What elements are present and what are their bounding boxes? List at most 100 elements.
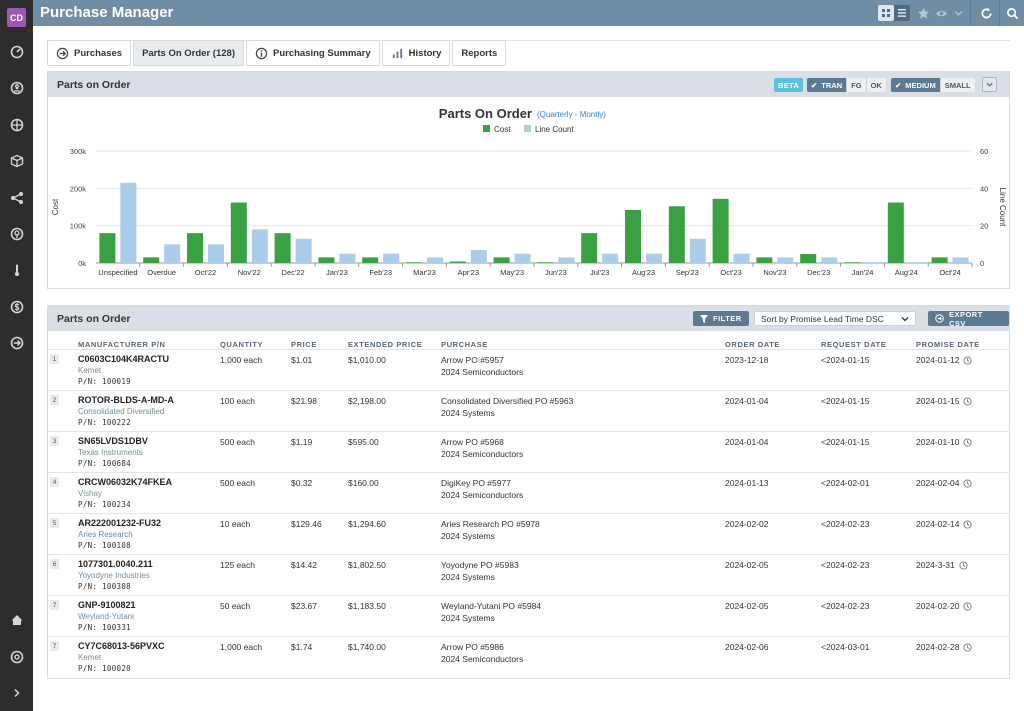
- avatar[interactable]: CD: [7, 8, 26, 27]
- eye-icon[interactable]: [933, 4, 949, 22]
- manufacturer-name: Kemet: [78, 366, 102, 375]
- bar-cost: [230, 202, 247, 263]
- search-icon[interactable]: [1003, 4, 1021, 22]
- manufacturer-pn[interactable]: GNP-9100821: [78, 600, 136, 610]
- column-header[interactable]: EXTENDED PRICE: [348, 340, 423, 349]
- price: $1.74: [291, 642, 313, 652]
- column-header[interactable]: MANUFACTURER P/N: [78, 340, 166, 349]
- manufacturer-pn[interactable]: AR222001232-FU32: [78, 518, 162, 528]
- filter-medium[interactable]: MEDIUM: [905, 78, 940, 92]
- filter-fg[interactable]: FG: [846, 78, 866, 92]
- table-row[interactable]: 1 C0603C104K4RACTU Kemet P/N: 100019 1,000 e…: [48, 349, 1009, 390]
- cube-icon[interactable]: [0, 149, 33, 173]
- manufacturer-name: Vishay: [78, 489, 102, 498]
- tab-purchasing-summary[interactable]: Purchasing Summary: [245, 40, 380, 66]
- thermometer-icon[interactable]: [0, 258, 33, 282]
- table-row[interactable]: 2 ROTOR-BLDS-A-MD-A Consolidated Diversifi…: [48, 390, 1009, 431]
- row-index: 7: [50, 600, 59, 610]
- purchase-order-link[interactable]: Consolidated Diversified PO #5963: [441, 396, 574, 406]
- x-tick-label: Feb'23: [369, 268, 392, 277]
- export-csv-button[interactable]: EXPORT CSV: [928, 310, 1009, 328]
- table-row[interactable]: 7 GNP-9100821 Weyland-Yutani P/N: 100331 50 …: [48, 595, 1009, 636]
- bar-cost: [844, 262, 860, 263]
- tab-parts-on-order[interactable]: Parts On Order (128): [133, 40, 244, 66]
- settings-icon[interactable]: [0, 645, 33, 669]
- promise-date[interactable]: 2024-02-28: [916, 642, 973, 652]
- promise-date[interactable]: 2024-01-12: [916, 355, 973, 365]
- left-nav-rail: CD: [0, 0, 33, 711]
- purchase-order-link[interactable]: DigiKey PO #5977: [441, 478, 511, 488]
- bar-line-count: [295, 238, 312, 263]
- filter-label: FILTER: [713, 314, 742, 323]
- refresh-icon[interactable]: [977, 4, 995, 22]
- chevron-down-icon[interactable]: [951, 4, 965, 22]
- column-header[interactable]: ORDER DATE: [725, 340, 781, 349]
- location-icon[interactable]: [0, 222, 33, 246]
- column-header[interactable]: REQUEST DATE: [821, 340, 887, 349]
- share-icon[interactable]: [0, 186, 33, 210]
- table-row[interactable]: 6 1077301.0040.211 Yoyodyne Industries P/N:…: [48, 554, 1009, 595]
- manufacturer-pn[interactable]: 1077301.0040.211: [78, 559, 153, 569]
- purchase-order-link[interactable]: Aries Research PO #5978: [441, 519, 540, 529]
- manufacturer-name: Kemet: [78, 653, 102, 662]
- app-header: Purchase Manager: [33, 0, 1024, 26]
- sort-select[interactable]: Sort by Promise Lead Time DSC: [754, 311, 916, 326]
- manufacturer-pn[interactable]: CY7C68013-56PVXC: [78, 641, 165, 651]
- purchase-order-link[interactable]: Arrow PO #5968: [441, 437, 504, 447]
- part-number: P/N: 100222: [78, 418, 131, 427]
- manufacturer-pn[interactable]: SN65LVDS1DBV: [78, 436, 148, 446]
- filter-tran[interactable]: TRAN: [821, 78, 847, 92]
- column-header[interactable]: PRICE: [291, 340, 317, 349]
- type-filter-group[interactable]: ✔ TRAN FG OK: [807, 78, 886, 92]
- purchase-order-link[interactable]: Weyland-Yutani PO #5984: [441, 601, 542, 611]
- purchase-order-link[interactable]: Arrow PO #5957: [441, 355, 504, 365]
- x-tick-label: Jan'23: [326, 268, 348, 277]
- tab-history[interactable]: History: [381, 40, 451, 66]
- manufacturer-pn[interactable]: CRCW06032K74FKEA: [78, 477, 173, 487]
- column-header[interactable]: PURCHASE: [441, 340, 488, 349]
- promise-date[interactable]: 2024-02-20: [916, 601, 973, 611]
- column-header[interactable]: QUANTITY: [220, 340, 264, 349]
- list-view-icon[interactable]: [894, 5, 910, 21]
- grid-view-icon[interactable]: [878, 5, 894, 21]
- chart-panel-header: Parts on Order BETA ✔ TRAN FG OK ✔ MEDIU…: [48, 72, 1009, 97]
- network-icon[interactable]: [0, 113, 33, 137]
- home-icon[interactable]: [0, 608, 33, 632]
- filter-small[interactable]: SMALL: [939, 78, 975, 92]
- purchase-order-link[interactable]: Arrow PO #5986: [441, 642, 504, 652]
- orders-panel-header: Parts on Order FILTER Sort by Promise Le…: [48, 306, 1009, 331]
- view-toggle[interactable]: [878, 5, 910, 21]
- manufacturer-pn[interactable]: C0603C104K4RACTU: [78, 354, 170, 364]
- manufacturer-pn[interactable]: ROTOR-BLDS-A-MD-A: [78, 395, 174, 405]
- table-row[interactable]: 5 AR222001232-FU32 Aries Research P/N: 1001…: [48, 513, 1009, 554]
- table-row[interactable]: 4 CRCW06032K74FKEA Vishay P/N: 100234 500 ea…: [48, 472, 1009, 513]
- part-number: P/N: 100020: [78, 664, 131, 673]
- tab-purchases[interactable]: Purchases: [47, 40, 132, 66]
- dollar-icon[interactable]: [0, 295, 33, 319]
- expand-chevron-icon[interactable]: [0, 681, 33, 705]
- request-date: <2024-01-15: [821, 355, 870, 365]
- promise-date[interactable]: 2024-02-04: [916, 478, 973, 488]
- radiation-icon[interactable]: [0, 76, 33, 100]
- filter-button[interactable]: FILTER: [693, 311, 749, 326]
- period-link[interactable]: Quarterly: [540, 110, 573, 119]
- star-icon[interactable]: [915, 4, 931, 22]
- dashboard-icon[interactable]: [0, 40, 33, 64]
- filter-ok[interactable]: OK: [865, 78, 886, 92]
- promise-date[interactable]: 2024-01-15: [916, 396, 973, 406]
- column-header[interactable]: PROMISE DATE: [916, 340, 980, 349]
- table-row[interactable]: 7 CY7C68013-56PVXC Kemet P/N: 100020 1,000 e…: [48, 636, 1009, 677]
- extended-price: $1,294.60: [348, 519, 386, 529]
- size-filter-group[interactable]: ✔ MEDIUM SMALL: [891, 78, 975, 92]
- part-number: P/N: 100108: [78, 541, 131, 550]
- period-link[interactable]: Montly: [580, 110, 604, 119]
- table-row[interactable]: 3 SN65LVDS1DBV Texas Instruments P/N: 10068…: [48, 431, 1009, 472]
- tab-reports[interactable]: Reports: [452, 40, 507, 66]
- collapse-chevron-icon[interactable]: [982, 77, 997, 92]
- promise-date[interactable]: 2024-3-31: [916, 560, 968, 570]
- promise-date[interactable]: 2024-01-10: [916, 437, 973, 447]
- promise-date[interactable]: 2024-02-14: [916, 519, 973, 529]
- purchase-order-link[interactable]: Yoyodyne PO #5983: [441, 560, 519, 570]
- arrow-right-circle-icon[interactable]: [0, 331, 33, 355]
- row-index: 1: [50, 354, 59, 364]
